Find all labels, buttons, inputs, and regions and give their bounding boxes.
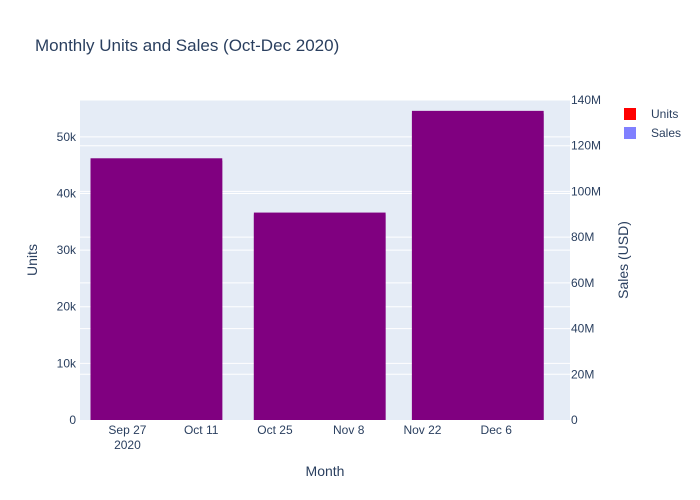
y-axis-title: Units xyxy=(24,244,40,276)
y2-tick-label: 0 xyxy=(571,413,578,427)
x-tick-label: Oct 11 xyxy=(184,423,219,437)
bars xyxy=(90,110,544,421)
legend-label-units: Units xyxy=(651,107,678,121)
chart-title: Monthly Units and Sales (Oct-Dec 2020) xyxy=(35,36,339,55)
y-tick-label: 40k xyxy=(57,186,77,200)
y2-axis-ticks: 0 20M 40M 60M 80M 100M 120M 140M xyxy=(571,93,601,427)
x-axis-title: Month xyxy=(306,463,345,479)
y-axis-ticks: 0 10k 20k 30k 40k 50k xyxy=(57,130,77,427)
y-tick-label: 50k xyxy=(57,130,77,144)
bar-sales xyxy=(411,110,544,420)
y2-tick-label: 80M xyxy=(571,230,594,244)
y-tick-label: 10k xyxy=(57,356,77,370)
y2-axis-title: Sales (USD) xyxy=(615,221,631,299)
x-tick-label: Nov 8 xyxy=(333,423,365,437)
legend-label-sales: Sales xyxy=(651,126,681,140)
y-tick-label: 30k xyxy=(57,243,77,257)
legend-swatch-sales xyxy=(624,127,636,139)
y2-tick-label: 120M xyxy=(571,139,601,153)
y-tick-label: 20k xyxy=(57,300,77,314)
x-tick-label: Nov 22 xyxy=(403,423,441,437)
y2-tick-label: 100M xyxy=(571,184,601,198)
x-tick-label: Oct 25 xyxy=(257,423,293,437)
bar-sales xyxy=(90,158,223,421)
y-tick-label: 0 xyxy=(69,413,76,427)
bar-sales xyxy=(253,212,386,420)
y2-tick-label: 60M xyxy=(571,276,594,290)
x-tick-sublabel: 2020 xyxy=(114,438,141,452)
y2-tick-label: 20M xyxy=(571,367,594,381)
x-tick-label: Sep 27 xyxy=(108,423,146,437)
x-tick-label: Dec 6 xyxy=(481,423,513,437)
y2-tick-label: 140M xyxy=(571,93,601,107)
y2-tick-label: 40M xyxy=(571,322,594,336)
legend-swatch-units xyxy=(624,108,636,120)
legend: Units Sales xyxy=(624,107,681,140)
